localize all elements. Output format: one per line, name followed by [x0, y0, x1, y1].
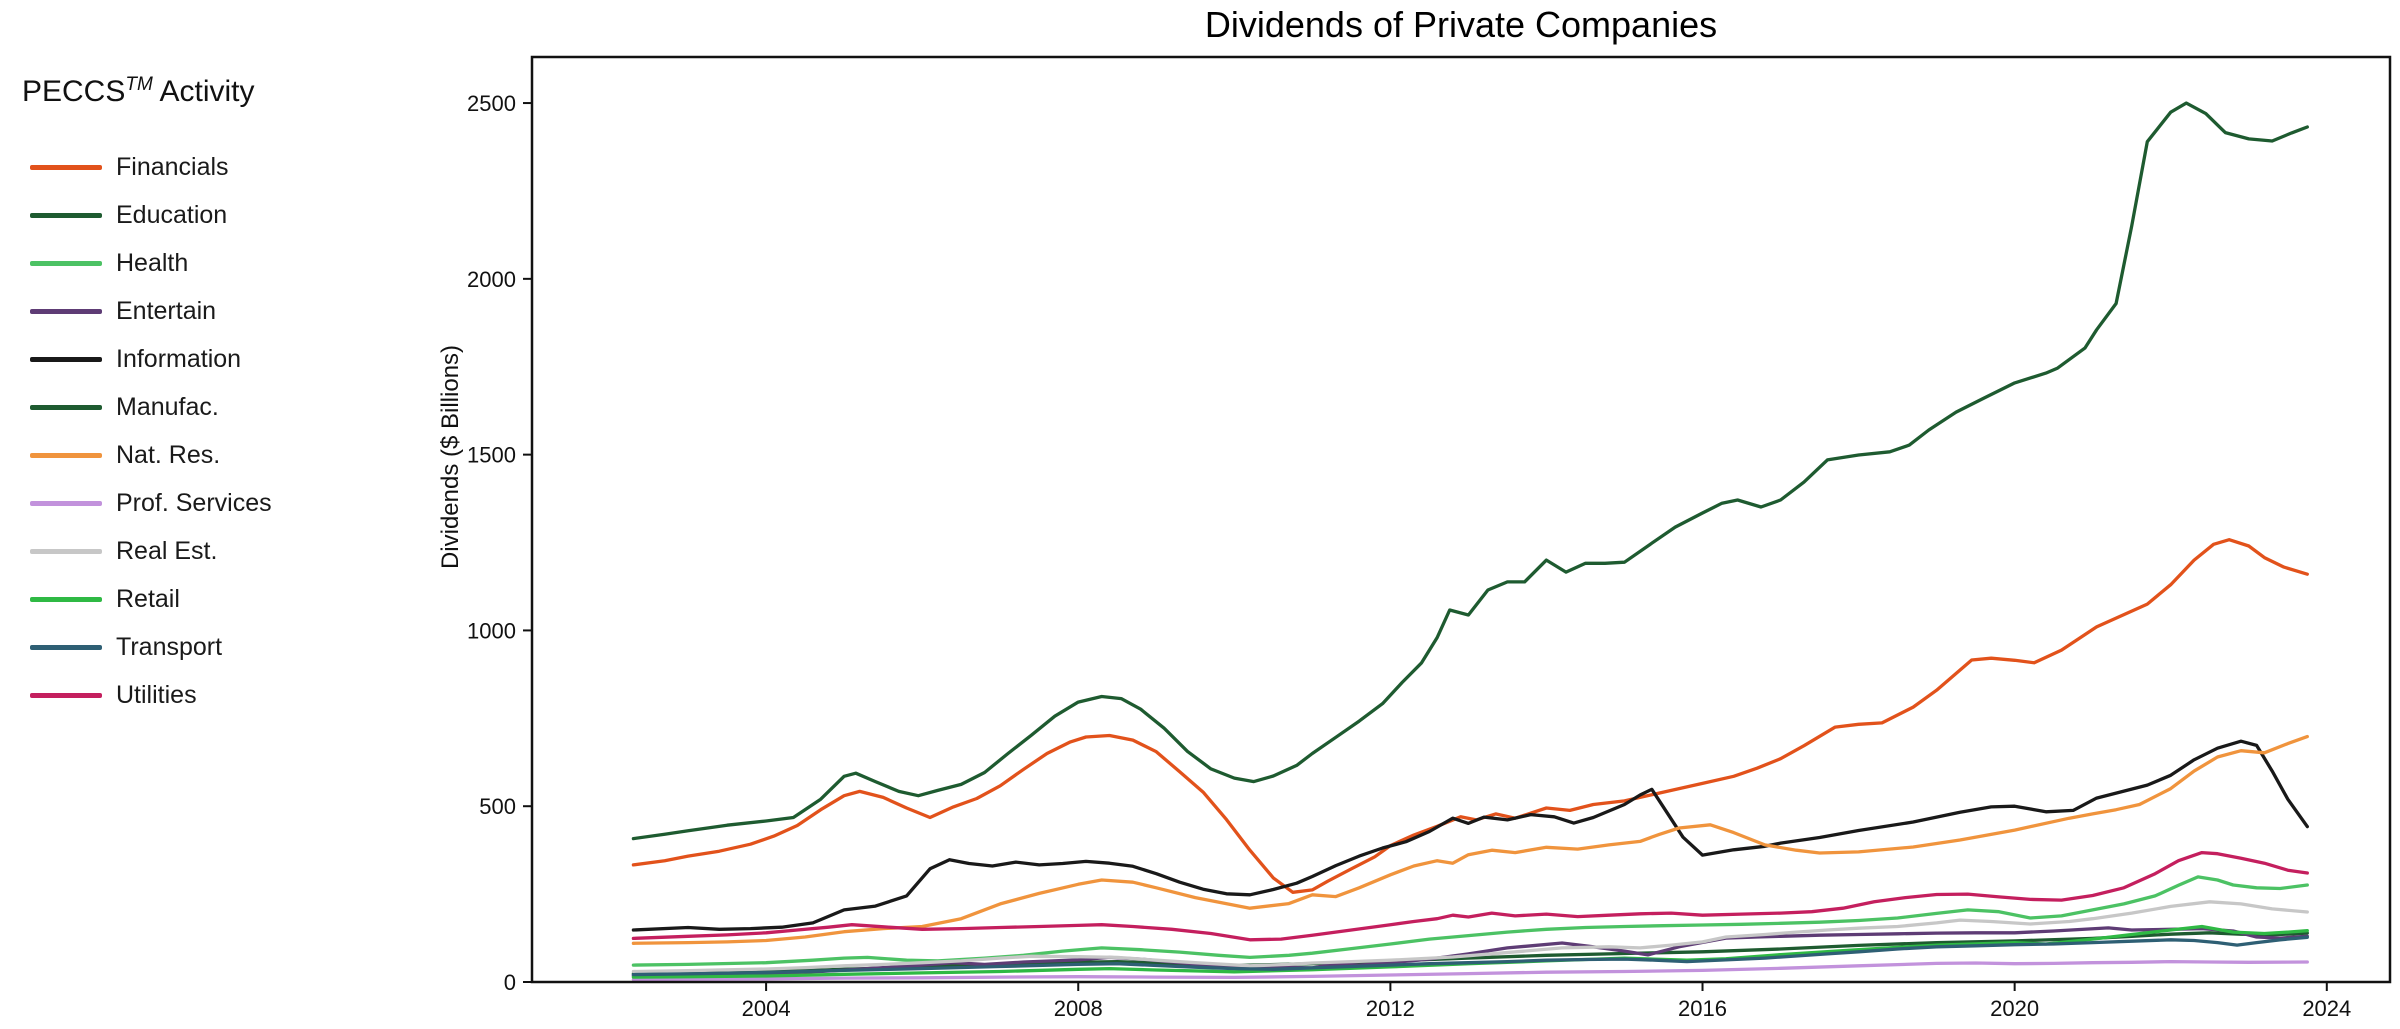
- legend-item-label: Education: [116, 200, 228, 229]
- series-line-transport: [631, 935, 2309, 977]
- legend-item-retail: Retail: [30, 575, 272, 623]
- y-axis-tick-label: 0: [504, 970, 516, 995]
- y-axis-tick-label: 500: [479, 794, 516, 819]
- legend-title-tm-superscript: TM: [125, 74, 153, 95]
- series-line-utilities: [631, 850, 2309, 942]
- legend-swatch-education: [30, 212, 102, 218]
- legend-swatch-real-est: [30, 548, 102, 554]
- y-axis-tick-label: 2000: [467, 267, 516, 292]
- chart-title: Dividends of Private Companies: [1204, 4, 1718, 45]
- legend-item-label: Entertain: [116, 296, 217, 325]
- legend-item-label: Real Est.: [116, 536, 218, 565]
- legend-item-label: Retail: [116, 584, 180, 613]
- y-axis-tick-label: 1000: [467, 618, 516, 643]
- legend-swatch-transport: [30, 644, 102, 650]
- legend-item-information: Information: [30, 335, 272, 383]
- legend-item-prof-services: Prof. Services: [30, 479, 272, 527]
- series-line-information: [631, 739, 2309, 932]
- legend-item-label: Manufac.: [116, 392, 219, 421]
- legend-item-label: Financials: [116, 152, 229, 181]
- series-line-manufac: [631, 101, 2309, 841]
- legend-item-manufac: Manufac.: [30, 383, 272, 431]
- legend-title: PECCSTM Activity: [22, 74, 255, 109]
- legend-title-prefix: PECCS: [22, 75, 126, 108]
- series-line-entertain: [631, 926, 2309, 978]
- legend-item-label: Nat. Res.: [116, 440, 221, 469]
- plot-border: [530, 55, 2392, 984]
- legend-item-real-est: Real Est.: [30, 527, 272, 575]
- y-axis-tick-label: 2500: [467, 91, 516, 116]
- legend-item-financials: Financials: [30, 143, 272, 191]
- x-axis-tick-label: 2020: [1990, 996, 2039, 1021]
- series-line-financials: [631, 538, 2309, 894]
- legend-item-nat-res: Nat. Res.: [30, 431, 272, 479]
- legend-swatch-entertain: [30, 308, 102, 314]
- legend-swatch-utilities: [30, 692, 102, 698]
- x-axis-tick-label: 2016: [1678, 996, 1727, 1021]
- x-axis-tick-label: 2024: [2302, 996, 2351, 1021]
- legend-item-education: Education: [30, 191, 272, 239]
- legend-item-label: Prof. Services: [116, 488, 272, 517]
- legend-item-label: Utilities: [116, 680, 197, 709]
- series-line-education: [631, 931, 2309, 976]
- series-line-real-est: [631, 900, 2309, 974]
- x-axis-tick-label: 2012: [1366, 996, 1415, 1021]
- legend-item-label: Information: [116, 344, 242, 373]
- series-line-nat-res: [631, 734, 2309, 945]
- legend-swatch-information: [30, 356, 102, 362]
- legend-swatch-prof-services: [30, 500, 102, 506]
- legend-swatch-financials: [30, 164, 102, 170]
- legend-item-entertain: Entertain: [30, 287, 272, 335]
- legend-item-label: Transport: [116, 632, 223, 661]
- legend-item-transport: Transport: [30, 623, 272, 671]
- legend-swatch-nat-res: [30, 452, 102, 458]
- x-axis-tick-label: 2004: [742, 996, 791, 1021]
- legend-swatch-manufac: [30, 404, 102, 410]
- legend-swatch-retail: [30, 596, 102, 602]
- x-axis-tick-label: 2008: [1054, 996, 1103, 1021]
- legend-items: Financials Education Health Entertain Inform…: [30, 143, 272, 719]
- legend-swatch-health: [30, 260, 102, 266]
- legend-item-health: Health: [30, 239, 272, 287]
- y-axis-tick-label: 1500: [467, 443, 516, 468]
- legend-title-suffix: Activity: [152, 75, 255, 108]
- legend-item-label: Health: [116, 248, 189, 277]
- legend-item-utilities: Utilities: [30, 671, 272, 719]
- series-line-prof-services: [631, 959, 2309, 982]
